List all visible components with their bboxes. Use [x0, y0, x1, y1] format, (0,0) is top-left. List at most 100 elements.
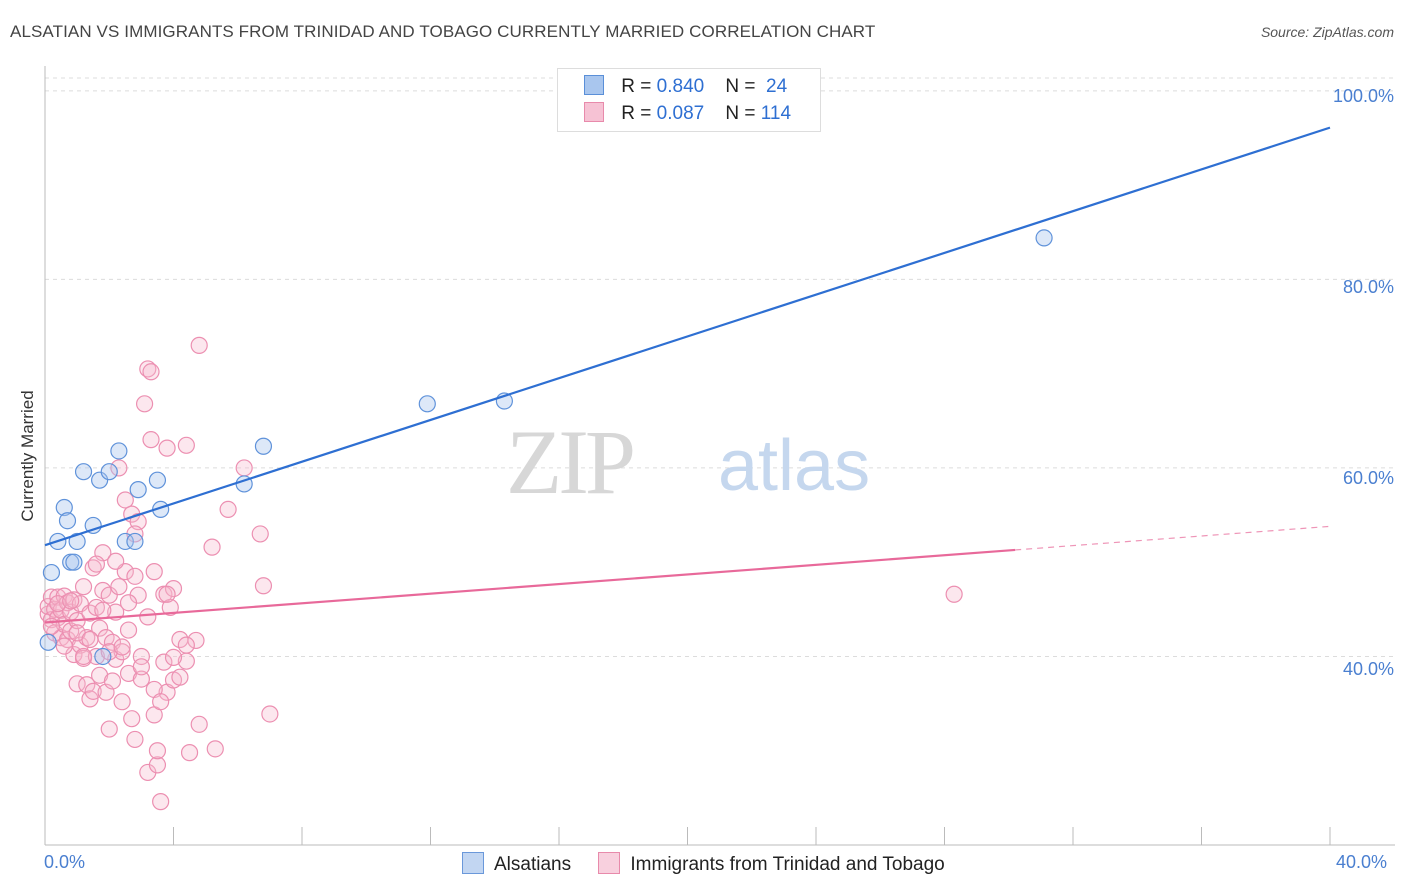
data-point-trinidad	[132, 658, 150, 676]
data-point-alsatians	[254, 437, 273, 455]
axes	[44, 66, 1395, 846]
stats-legend: R = 0.840 N = 24 R = 0.087 N = 114	[557, 68, 821, 132]
data-point-trinidad	[116, 491, 134, 509]
blue-points	[39, 229, 1053, 666]
legend-swatch-pink	[598, 852, 621, 874]
legend-item-alsatians: Alsatians	[462, 852, 571, 876]
trend-line-alsatians	[44, 126, 1331, 547]
data-point-trinidad	[148, 742, 167, 760]
data-point-trinidad	[103, 672, 122, 690]
data-point-trinidad	[113, 693, 131, 711]
data-point-trinidad	[190, 715, 208, 733]
data-point-trinidad	[155, 653, 173, 671]
legend-r-value: 0.840	[656, 76, 705, 97]
data-point-trinidad	[119, 594, 138, 612]
data-point-trinidad	[177, 436, 195, 454]
legend-r-value: 0.087	[656, 103, 705, 124]
data-point-trinidad	[62, 592, 80, 610]
legend-n-value: 114	[760, 103, 792, 124]
data-point-trinidad	[945, 585, 963, 603]
data-point-trinidad	[235, 459, 253, 477]
data-point-trinidad	[261, 705, 279, 723]
data-point-trinidad	[171, 668, 189, 686]
legend-label-trinidad: Immigrants from Trinidad and Tobago	[630, 854, 945, 875]
data-point-trinidad	[152, 793, 170, 811]
data-point-trinidad	[107, 552, 125, 570]
data-point-alsatians	[68, 532, 86, 551]
data-point-trinidad	[91, 619, 109, 637]
data-point-trinidad	[158, 585, 176, 603]
data-point-trinidad	[78, 676, 96, 694]
data-point-trinidad	[203, 538, 221, 556]
data-point-trinidad	[84, 682, 102, 700]
data-point-trinidad	[110, 578, 128, 596]
data-point-trinidad	[87, 555, 106, 573]
chart-title: ALSATIAN VS IMMIGRANTS FROM TRINIDAD AND…	[10, 22, 876, 41]
data-point-alsatians	[39, 633, 57, 651]
watermark-atlas: atlas	[718, 426, 870, 506]
data-point-trinidad	[190, 336, 208, 354]
data-point-trinidad	[142, 431, 160, 449]
data-point-trinidad	[251, 525, 269, 543]
y-tick-label: 80.0%	[1342, 277, 1394, 297]
data-point-alsatians	[55, 498, 73, 517]
watermark: ZIP atlas	[506, 411, 870, 513]
data-point-trinidad	[119, 621, 138, 639]
series-legend: Alsatians Immigrants from Trinidad and T…	[462, 852, 967, 876]
watermark-zip: ZIP	[506, 411, 633, 513]
data-point-trinidad	[94, 601, 112, 619]
data-point-trinidad	[139, 608, 157, 626]
data-point-trinidad	[100, 720, 118, 738]
data-point-alsatians	[94, 647, 112, 666]
pink-points	[39, 336, 963, 811]
data-point-trinidad	[81, 630, 99, 649]
data-point-trinidad	[100, 586, 118, 604]
data-point-alsatians	[126, 532, 144, 551]
y-axis-label: Currently Married	[18, 390, 37, 522]
gridlines	[45, 77, 1395, 657]
data-point-trinidad	[142, 363, 160, 381]
data-point-trinidad	[74, 647, 93, 666]
data-point-trinidad	[113, 643, 131, 661]
data-point-alsatians	[100, 463, 118, 481]
data-point-trinidad	[123, 710, 141, 728]
data-point-alsatians	[58, 512, 77, 530]
data-point-trinidad	[132, 670, 150, 688]
legend-swatch-blue	[584, 75, 604, 95]
data-point-trinidad	[62, 622, 80, 640]
data-point-trinidad	[87, 647, 106, 666]
data-point-trinidad	[126, 567, 144, 585]
data-point-trinidad	[74, 578, 93, 596]
legend-n-value: 24	[766, 76, 788, 97]
data-point-trinidad	[55, 637, 73, 655]
data-point-alsatians	[110, 442, 128, 460]
y-tick-label: 100.0%	[1332, 86, 1394, 106]
legend-swatch-blue	[462, 852, 484, 874]
legend-n-label: N =	[725, 103, 756, 124]
data-point-alsatians	[91, 471, 109, 489]
data-point-alsatians	[42, 563, 61, 582]
data-point-trinidad	[113, 638, 131, 656]
data-point-alsatians	[116, 532, 134, 551]
trend-lines	[44, 126, 1331, 624]
y-tick-label: 60.0%	[1342, 468, 1394, 488]
data-point-trinidad	[158, 439, 176, 457]
data-point-trinidad	[254, 577, 273, 595]
data-point-trinidad	[161, 598, 179, 617]
data-point-trinidad	[145, 563, 163, 581]
data-point-trinidad	[126, 730, 144, 749]
legend-item-trinidad: Immigrants from Trinidad and Tobago	[598, 852, 945, 876]
y-tick-label: 40.0%	[1342, 659, 1394, 679]
legend-row-alsatians: R = 0.840 N = 24	[584, 75, 787, 99]
data-point-trinidad	[180, 744, 199, 762]
data-point-trinidad	[49, 595, 67, 613]
data-point-alsatians	[65, 553, 83, 571]
legend-row-trinidad: R = 0.087 N = 114	[584, 102, 791, 126]
legend-n-label: N =	[725, 76, 756, 97]
data-point-alsatians	[129, 481, 147, 499]
x-tick-label: 0.0%	[44, 852, 86, 872]
data-point-trinidad	[152, 693, 170, 711]
legend-swatch-pink	[584, 102, 604, 122]
data-point-alsatians	[1035, 229, 1053, 247]
